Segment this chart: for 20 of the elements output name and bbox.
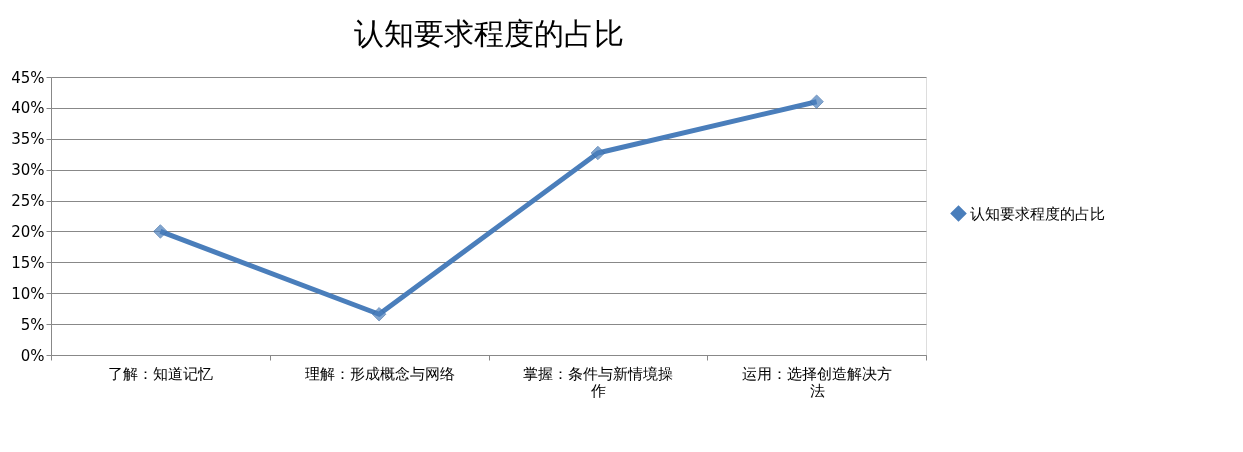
x-tick-label: 理解：形成概念与网络 [304, 364, 455, 383]
y-tick-label: 0% [20, 346, 45, 365]
chart-title: 认知要求程度的占比 [353, 16, 624, 51]
y-tick-label: 15% [11, 253, 45, 272]
y-tick-label: 5% [20, 315, 45, 334]
y-tick-label: 35% [11, 130, 45, 149]
x-tick-label: 了解：知道记忆 [108, 364, 214, 383]
x-tick-label: 掌握：条件与新情境操作 [523, 364, 674, 400]
y-tick-label: 45% [11, 68, 45, 87]
y-tick-label: 30% [11, 161, 45, 180]
point [153, 224, 168, 239]
legend-label: 认知要求程度的占比 [970, 204, 1105, 223]
y-tick-label: 25% [11, 192, 45, 211]
point [809, 94, 824, 109]
x-tick-label: 运用：选择创造解决方法 [742, 364, 893, 400]
y-tick-label: 40% [11, 99, 45, 118]
y-tick-label: 20% [11, 222, 45, 241]
point [371, 307, 387, 322]
point [590, 145, 606, 161]
y-tick-label: 10% [11, 284, 45, 303]
